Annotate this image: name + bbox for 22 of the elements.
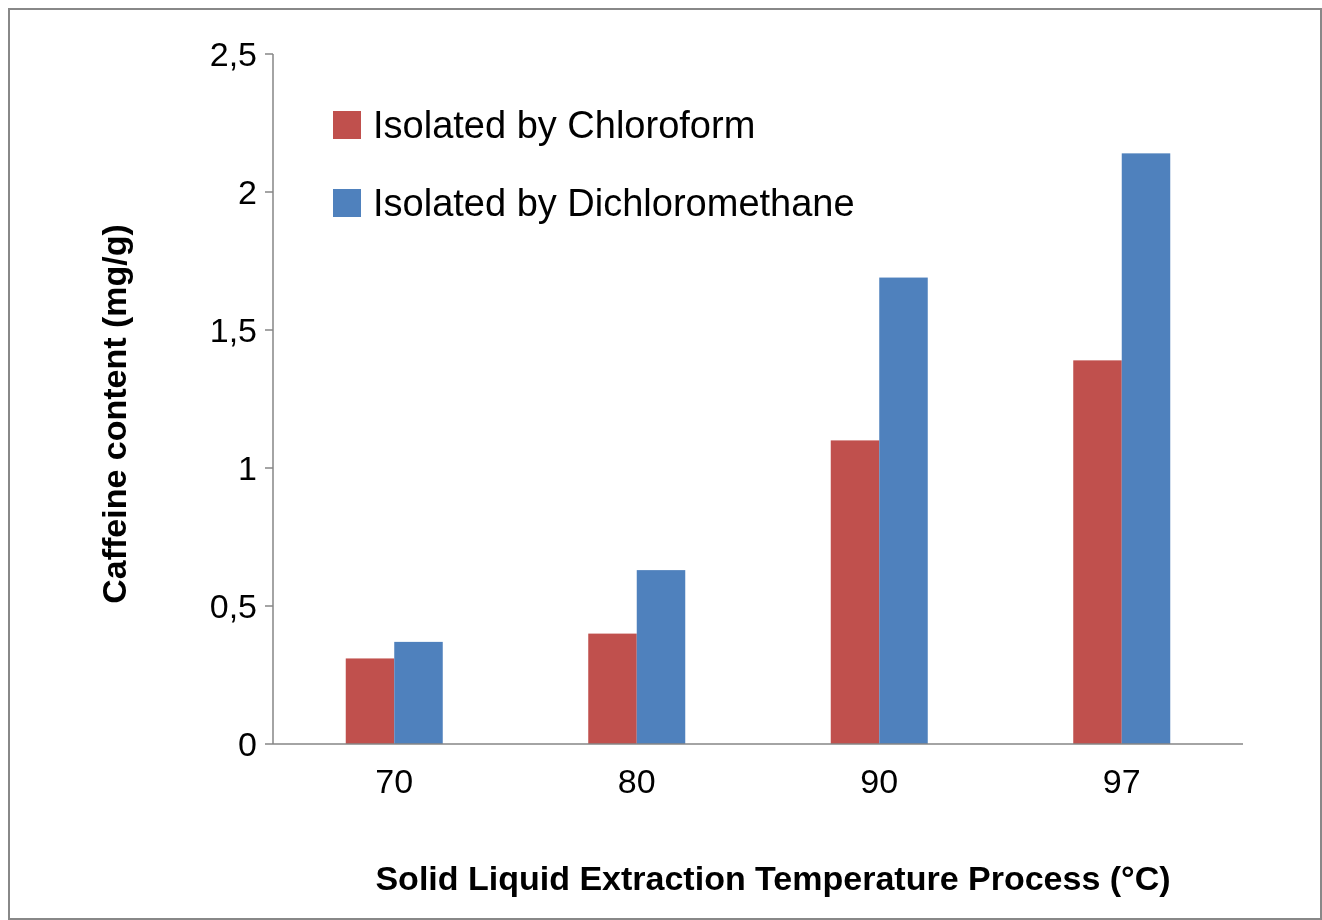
y-axis-title: Caffeine content (mg/g) bbox=[95, 224, 133, 604]
y-tick-label: 2,5 bbox=[209, 34, 257, 73]
x-tick-label: 90 bbox=[860, 762, 899, 800]
y-tick-label: 0,5 bbox=[209, 586, 257, 625]
x-tick-label: 97 bbox=[1102, 762, 1141, 800]
legend-label: Isolated by Chloroform bbox=[373, 104, 756, 147]
y-tick-label: 1 bbox=[238, 448, 257, 487]
bar bbox=[1073, 360, 1122, 744]
bar bbox=[394, 641, 443, 744]
x-tick-label: 70 bbox=[375, 762, 414, 800]
x-axis-title: Solid Liquid Extraction Temperature Process (°C) bbox=[375, 859, 1171, 897]
bar bbox=[345, 658, 395, 744]
legend-label: Isolated by Dichloromethane bbox=[373, 182, 855, 225]
bar bbox=[830, 440, 880, 744]
y-tick-label: 1,5 bbox=[209, 310, 257, 349]
bar bbox=[879, 277, 928, 744]
bar bbox=[636, 570, 686, 744]
bar bbox=[1121, 153, 1171, 744]
bar bbox=[588, 633, 637, 744]
y-tick-label: 0 bbox=[238, 724, 257, 763]
x-tick-label: 80 bbox=[617, 762, 656, 800]
y-tick-label: 2 bbox=[238, 172, 257, 211]
